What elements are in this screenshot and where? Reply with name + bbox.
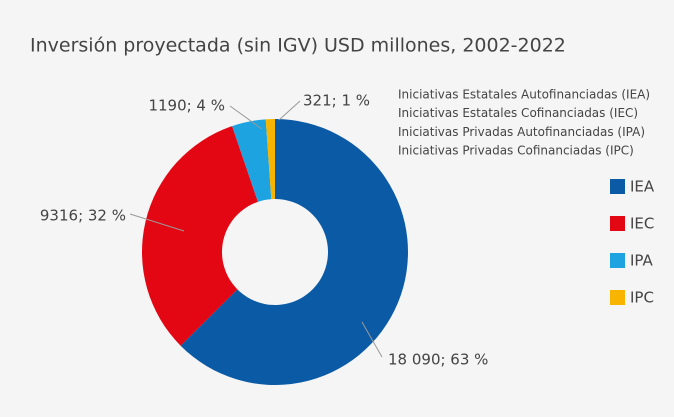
legend-swatch	[610, 290, 625, 305]
note: Iniciativas Estatales Autofinanciadas (I…	[398, 88, 650, 102]
note: Iniciativas Estatales Cofinanciadas (IEC…	[398, 106, 638, 120]
value-label: 321; 1 %	[303, 92, 370, 110]
legend-swatch	[610, 179, 625, 194]
leader-line	[229, 105, 263, 130]
legend-label: IPC	[630, 289, 654, 307]
note: Iniciativas Privadas Autofinanciadas (IP…	[398, 125, 645, 139]
legend-swatch	[610, 216, 625, 231]
legend-label: IPA	[630, 252, 654, 270]
value-label: 9316; 32 %	[40, 207, 126, 225]
value-label: 18 090; 63 %	[388, 351, 488, 369]
note: Iniciativas Privadas Cofinanciadas (IPC)	[398, 144, 634, 158]
legend-swatch	[610, 253, 625, 268]
legend-label: IEA	[630, 178, 655, 196]
leader-line	[361, 321, 383, 358]
chart-title: Inversión proyectada (sin IGV) USD millo…	[30, 35, 566, 57]
donut-slice	[180, 119, 408, 385]
leader-line	[129, 213, 185, 232]
donut-slice	[142, 126, 258, 346]
donut-slice	[265, 119, 275, 200]
leader-line	[278, 100, 301, 121]
donut-slice	[232, 119, 272, 202]
value-label: 1190; 4 %	[148, 97, 225, 115]
legend-label: IEC	[630, 215, 654, 233]
